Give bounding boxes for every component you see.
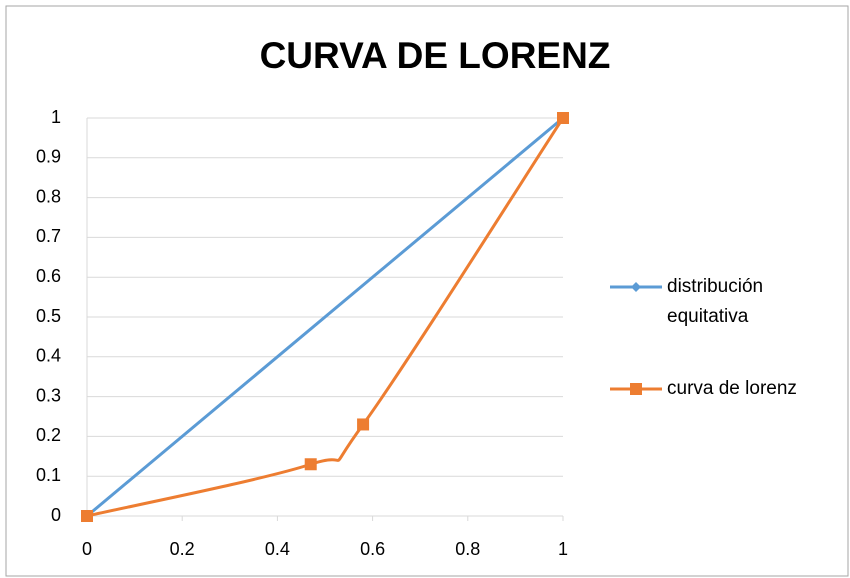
series-line — [86, 116, 564, 518]
y-tick-label: 1 — [51, 107, 61, 127]
data-point — [81, 510, 93, 522]
chart-frame — [5, 5, 849, 577]
data-point — [357, 418, 370, 431]
y-tick-label: 0.4 — [36, 346, 61, 366]
y-tick-label: 0.5 — [36, 306, 61, 326]
legend-marker — [631, 282, 641, 292]
y-tick-label: 0.6 — [36, 266, 61, 286]
x-tick-label: 0.4 — [265, 539, 290, 559]
legend-marker — [630, 383, 642, 395]
y-tick-label: 0.3 — [36, 385, 61, 405]
legend-label: distribución equitativa — [667, 276, 764, 327]
series-line — [86, 117, 565, 518]
chart-title: CURVA DE LORENZ — [260, 35, 611, 76]
y-tick-label: 0.9 — [36, 147, 61, 167]
y-tick-label: 0.1 — [36, 465, 61, 485]
data-point — [557, 112, 569, 124]
data-point — [304, 458, 317, 471]
y-tick-label: 0.2 — [36, 425, 61, 445]
x-tick-label: 0.2 — [170, 539, 195, 559]
y-tick-label: 0.7 — [36, 226, 61, 246]
x-tick-label: 0 — [82, 539, 92, 559]
legend-label: curva de lorenz — [667, 378, 797, 399]
x-tick-label: 0.8 — [455, 539, 480, 559]
x-tick-label: 1 — [558, 539, 568, 559]
y-tick-label: 0.8 — [36, 186, 61, 206]
x-tick-label: 0.6 — [360, 539, 385, 559]
y-tick-label: 0 — [51, 505, 61, 525]
